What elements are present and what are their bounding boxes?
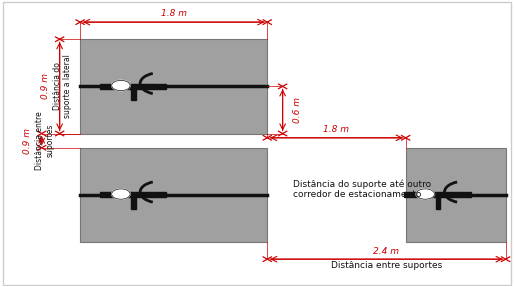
Bar	[450, 193, 459, 197]
Text: Distância do
suporte a lateral: Distância do suporte a lateral	[53, 55, 72, 118]
Circle shape	[416, 189, 434, 199]
Bar	[100, 84, 166, 89]
Text: Distância do suporte até outro
corredor de estacionamento: Distância do suporte até outro corredor …	[293, 179, 431, 199]
Text: Distância entre
suportes: Distância entre suportes	[35, 111, 54, 170]
Circle shape	[112, 189, 130, 199]
Bar	[406, 148, 506, 242]
Bar	[436, 197, 440, 209]
Text: Distância entre suportes: Distância entre suportes	[331, 261, 442, 269]
Bar	[100, 192, 166, 197]
Text: 1.8 m: 1.8 m	[161, 9, 187, 18]
Bar	[404, 192, 471, 197]
Bar	[132, 197, 136, 209]
Bar	[145, 193, 155, 197]
Text: 1.8 m: 1.8 m	[323, 125, 350, 134]
Text: 0.6 m: 0.6 m	[293, 97, 302, 123]
Text: 2.4 m: 2.4 m	[374, 247, 399, 256]
Bar	[80, 39, 267, 133]
Text: 0.9 m: 0.9 m	[42, 73, 50, 99]
Bar	[145, 84, 155, 89]
Bar	[80, 148, 267, 242]
Circle shape	[112, 80, 130, 91]
Text: 0.9 m: 0.9 m	[24, 128, 32, 154]
Bar	[132, 89, 136, 100]
